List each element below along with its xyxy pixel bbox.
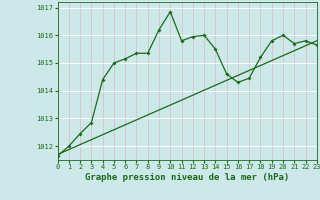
X-axis label: Graphe pression niveau de la mer (hPa): Graphe pression niveau de la mer (hPa): [85, 173, 289, 182]
